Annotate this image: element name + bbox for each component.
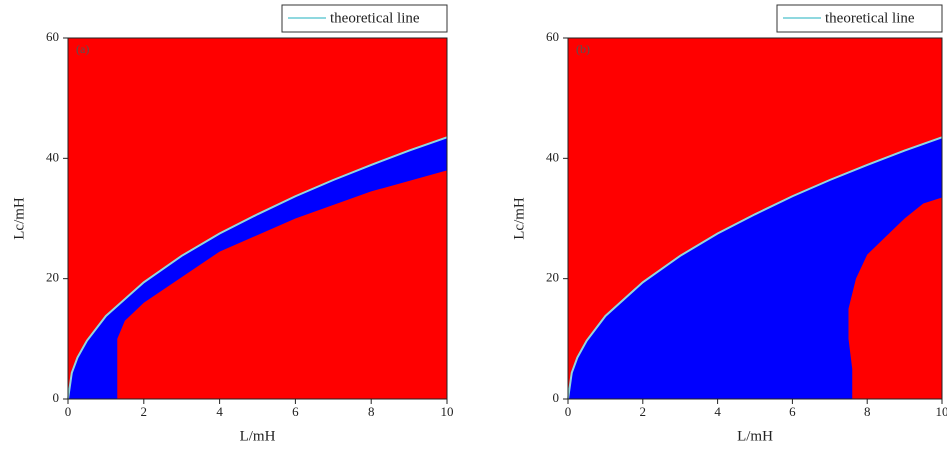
x-tick-label: 0 (565, 404, 572, 419)
plot-frame (567, 37, 943, 400)
x-tick-label: 0 (65, 404, 72, 419)
legend-label: theoretical line (330, 10, 420, 26)
y-tick-label: 0 (53, 390, 60, 405)
x-tick-label: 4 (216, 404, 223, 419)
y-tick-label: 60 (46, 29, 59, 44)
panel-label: (a) (76, 42, 89, 56)
y-tick-label: 60 (546, 29, 559, 44)
theory-line (67, 136, 448, 400)
y-tick-label: 20 (46, 270, 59, 285)
legend-label: theoretical line (825, 10, 915, 26)
x-tick-label: 6 (292, 404, 299, 419)
region (68, 137, 447, 399)
x-tick-label: 8 (864, 404, 871, 419)
panel-label: (b) (576, 42, 590, 56)
x-tick-label: 6 (789, 404, 796, 419)
theory-line (567, 136, 943, 400)
x-axis-label: L/mH (737, 428, 773, 444)
plot-frame (67, 37, 448, 400)
x-tick-label: 2 (640, 404, 647, 419)
x-tick-label: 8 (368, 404, 375, 419)
x-tick-label: 10 (936, 404, 947, 419)
region (568, 137, 942, 399)
y-axis-label: Lc/mH (511, 197, 527, 240)
y-axis-label: Lc/mH (11, 197, 27, 240)
x-axis-label: L/mH (240, 428, 276, 444)
y-tick-label: 20 (546, 270, 559, 285)
y-tick-label: 40 (546, 149, 559, 164)
y-tick-label: 0 (553, 390, 560, 405)
y-tick-label: 40 (46, 149, 59, 164)
x-tick-label: 4 (714, 404, 721, 419)
x-tick-label: 2 (141, 404, 148, 419)
x-tick-label: 10 (441, 404, 454, 419)
